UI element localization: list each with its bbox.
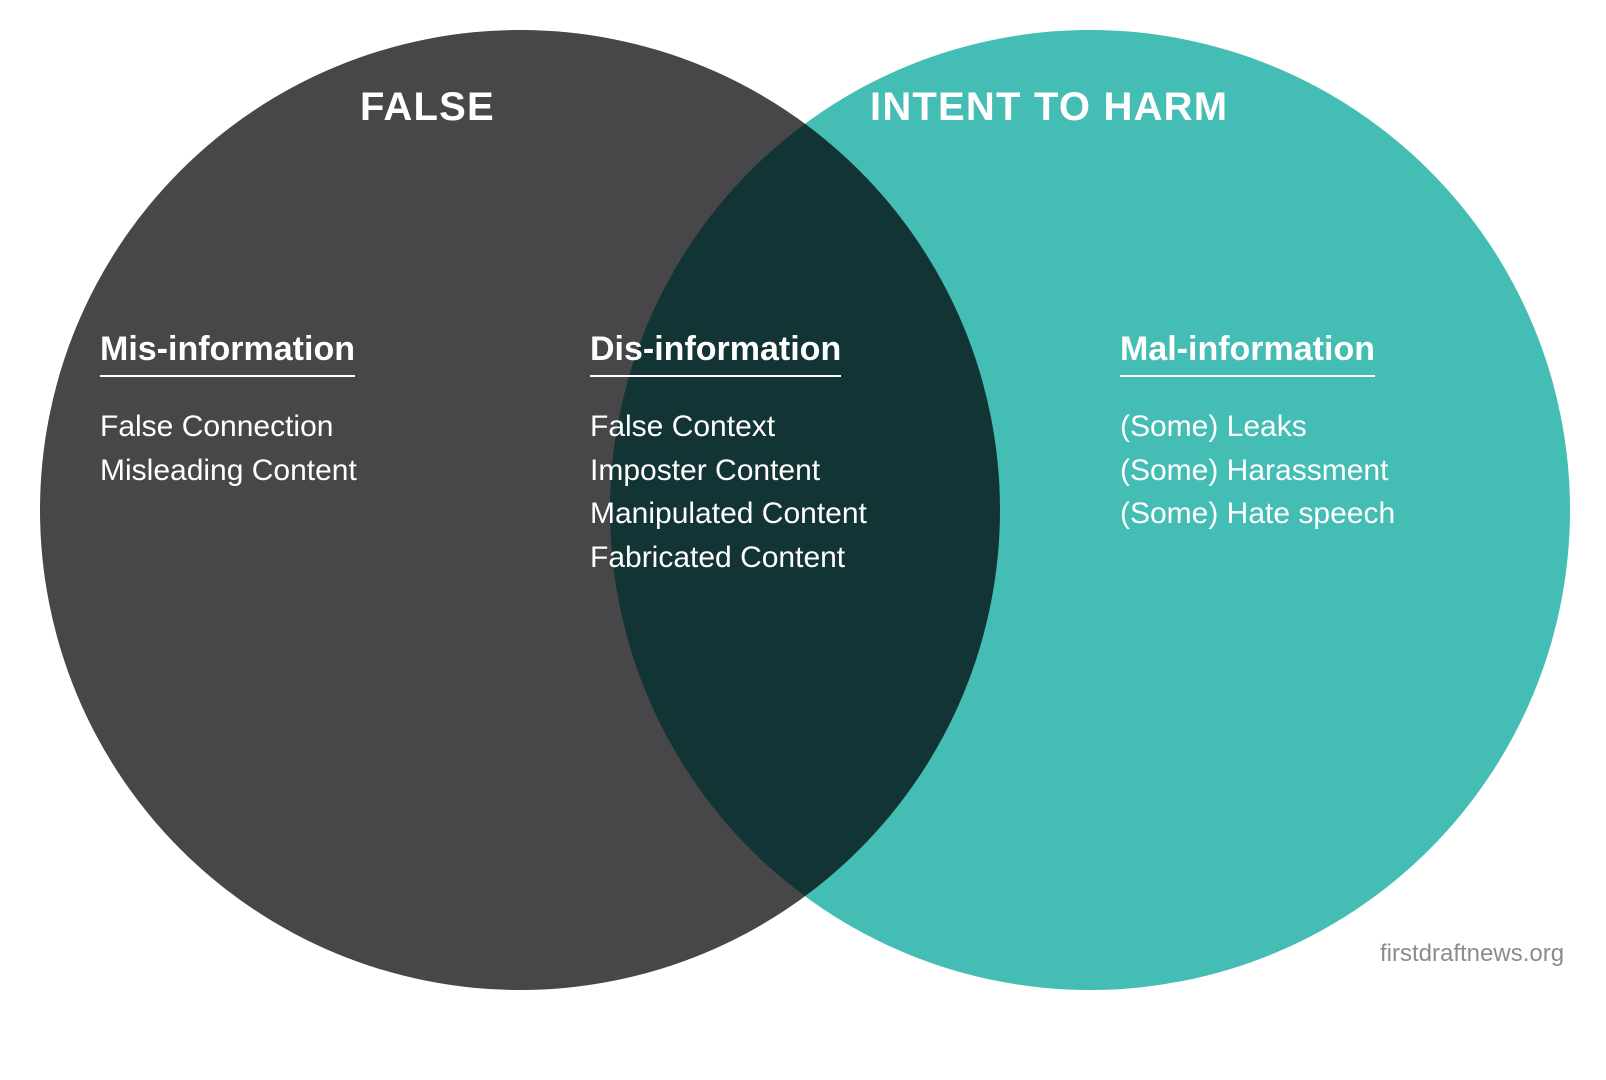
list-item: Fabricated Content [590,536,867,580]
list-item: Misleading Content [100,449,357,493]
list-item: (Some) Harassment [1120,449,1395,493]
section-malinformation: Mal-information (Some) Leaks (Some) Hara… [1120,330,1395,536]
section-misinformation: Mis-information False Connection Mislead… [100,330,357,492]
venn-diagram: FALSE INTENT TO HARM Mis-information Fal… [0,0,1606,1080]
section-items-malinformation: (Some) Leaks (Some) Harassment (Some) Ha… [1120,405,1395,536]
region-label-intent-to-harm: INTENT TO HARM [870,85,1228,130]
list-item: False Context [590,405,867,449]
list-item: Manipulated Content [590,492,867,536]
section-title-disinformation: Dis-information [590,330,841,377]
section-disinformation: Dis-information False Context Imposter C… [590,330,867,579]
list-item: False Connection [100,405,357,449]
section-items-misinformation: False Connection Misleading Content [100,405,357,492]
attribution-text: firstdraftnews.org [1380,940,1564,968]
section-title-malinformation: Mal-information [1120,330,1375,377]
list-item: Imposter Content [590,449,867,493]
section-title-misinformation: Mis-information [100,330,355,377]
region-label-false: FALSE [360,85,495,130]
list-item: (Some) Leaks [1120,405,1395,449]
list-item: (Some) Hate speech [1120,492,1395,536]
section-items-disinformation: False Context Imposter Content Manipulat… [590,405,867,579]
